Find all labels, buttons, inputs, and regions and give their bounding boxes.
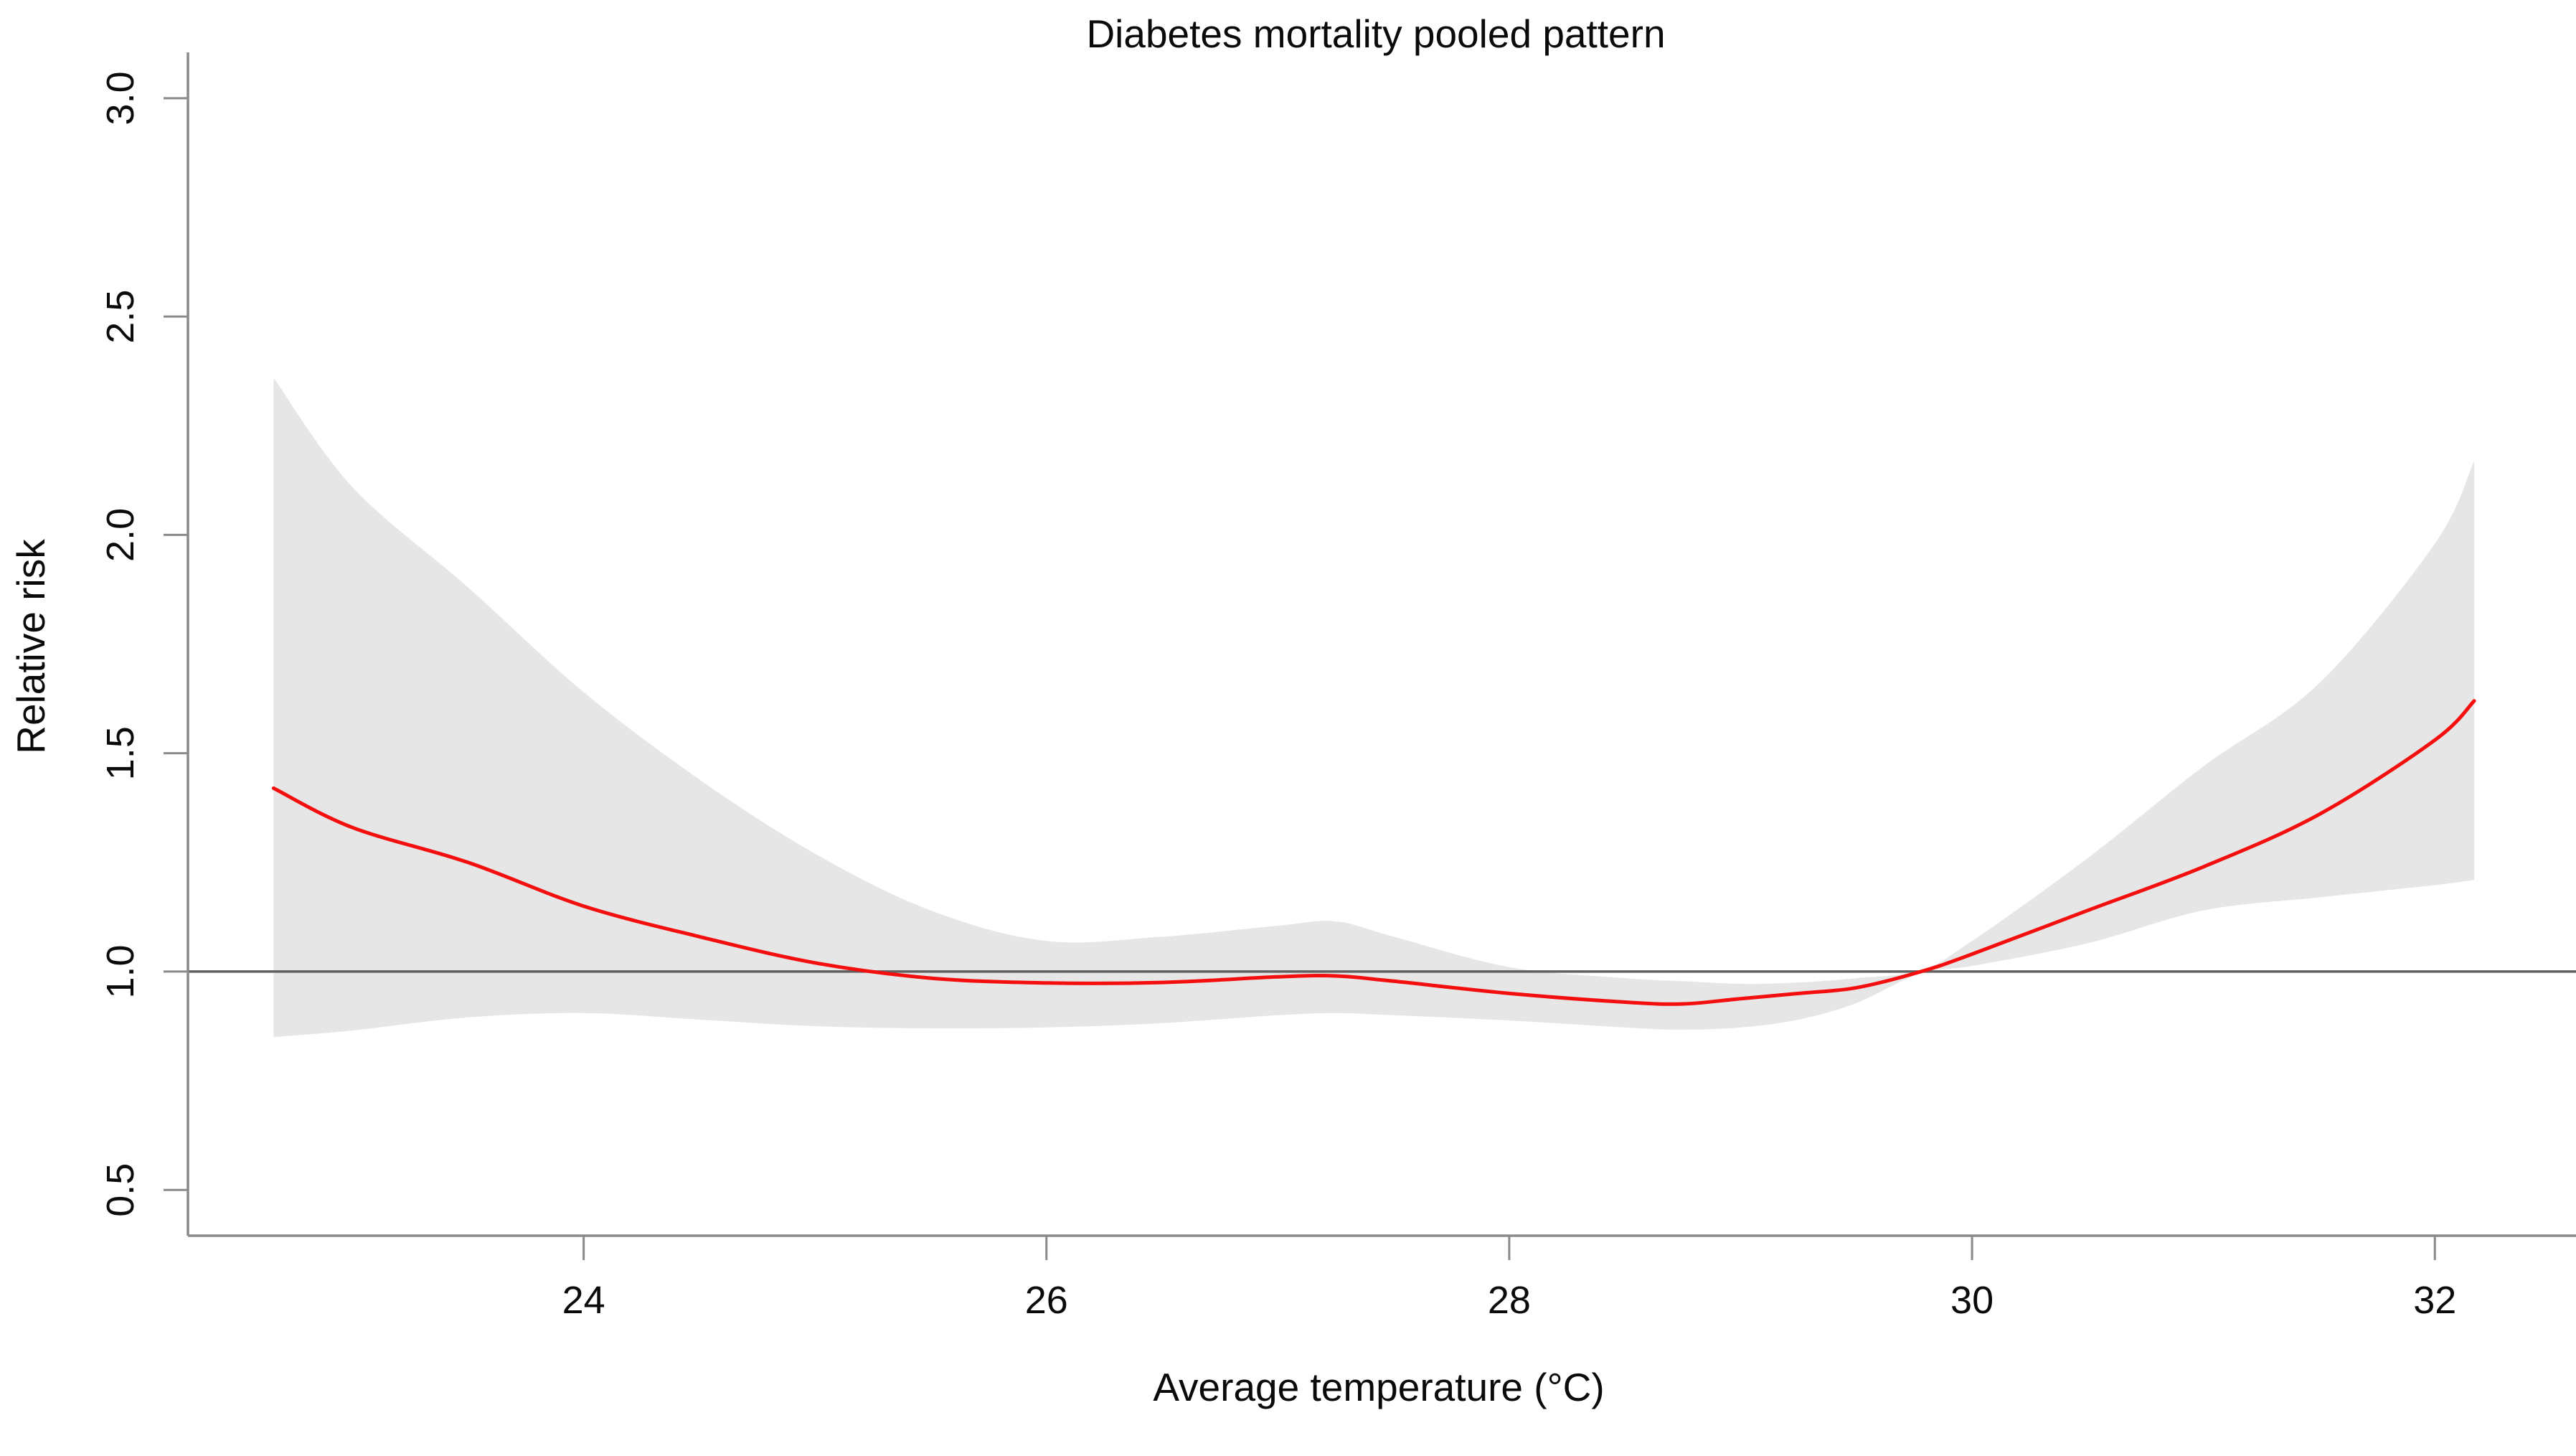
x-axis-title: Average temperature (°C) bbox=[1153, 1365, 1604, 1409]
x-tick-label: 30 bbox=[1950, 1279, 1994, 1322]
x-tick-label: 26 bbox=[1025, 1279, 1068, 1322]
axes-layer: 24 26 28 30 32 0.5 1.0 1.5 2.0 2.5 3.0 bbox=[99, 52, 2576, 1322]
chart-title: Diabetes mortality pooled pattern bbox=[1086, 11, 1665, 56]
y-tick-label: 2.0 bbox=[99, 508, 142, 562]
confidence-band bbox=[273, 377, 2475, 1038]
x-tick-label: 32 bbox=[2413, 1279, 2456, 1322]
risk-curve bbox=[271, 699, 2476, 1006]
x-tick-label: 28 bbox=[1488, 1279, 1531, 1322]
confidence-band-layer bbox=[273, 377, 2475, 1038]
y-tick-label: 3.0 bbox=[99, 71, 142, 125]
y-tick-label: 1.0 bbox=[99, 944, 142, 998]
y-tick-label: 0.5 bbox=[99, 1163, 142, 1217]
y-axis-title: Relative risk bbox=[9, 539, 53, 754]
risk-curve-layer bbox=[271, 699, 2476, 1006]
x-tick-label: 24 bbox=[562, 1279, 605, 1322]
y-tick-label: 1.5 bbox=[99, 726, 142, 780]
y-tick-label: 2.5 bbox=[99, 290, 142, 344]
